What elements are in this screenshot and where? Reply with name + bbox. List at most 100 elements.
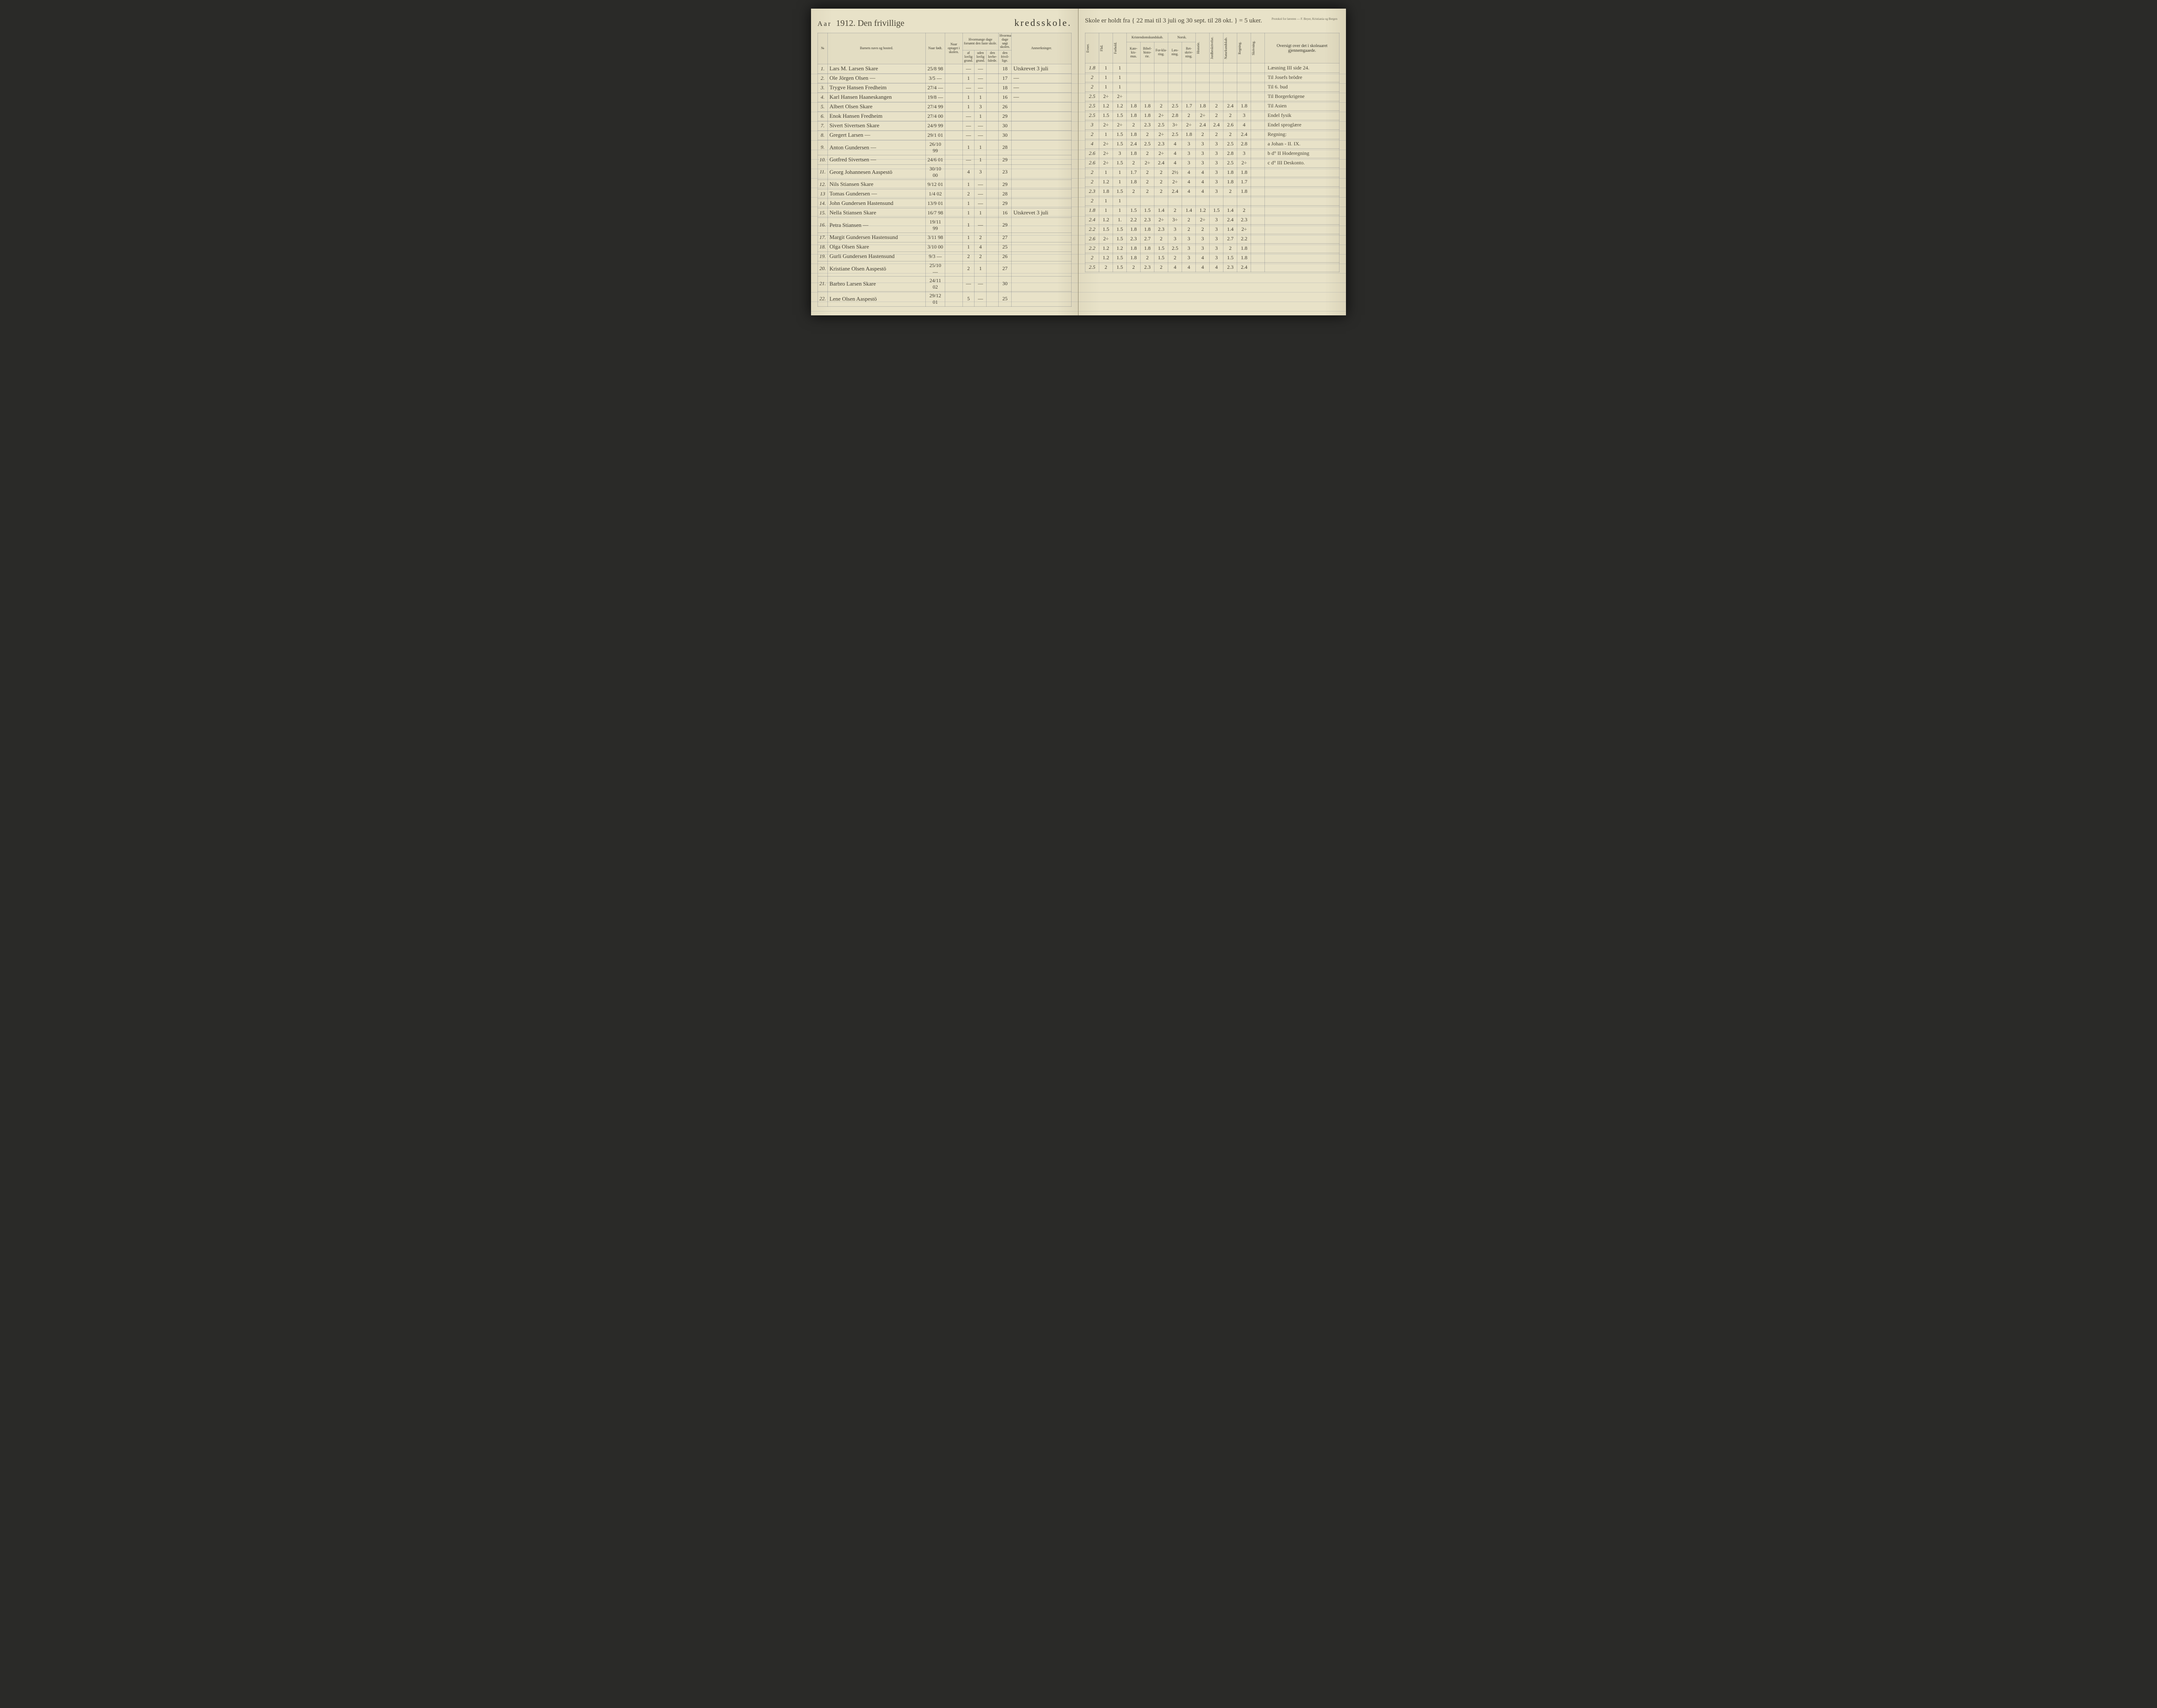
grade-cell	[1251, 101, 1265, 111]
cell	[987, 242, 999, 252]
grade-cell: 2÷	[1154, 149, 1168, 158]
table-row: 211Til Josefs brödre	[1085, 73, 1339, 82]
cell	[987, 130, 999, 140]
overview-cell	[1265, 177, 1339, 187]
cell: 24/11 02	[925, 276, 945, 291]
schedule-note: Skole er holdt fra { 22 mai til 3 juli o…	[1085, 17, 1262, 25]
table-row: 15.Nella Stiansen Skare16/7 981116Utskre…	[818, 208, 1072, 217]
grade-cell: 2.5	[1154, 120, 1168, 130]
grade-cell: 2	[1196, 130, 1210, 139]
grade-cell: 4	[1196, 187, 1210, 196]
grade-cell	[1237, 82, 1251, 92]
cell	[945, 111, 962, 121]
table-row: 211	[1085, 196, 1339, 206]
overview-cell	[1265, 168, 1339, 177]
cell: 2	[962, 252, 975, 261]
grade-cell: 2	[1154, 168, 1168, 177]
grade-cell	[1251, 73, 1265, 82]
grade-cell: 2÷	[1196, 111, 1210, 120]
grade-cell: 1.5	[1099, 111, 1113, 120]
overview-cell: Til Borgerkrigene	[1265, 92, 1339, 101]
grade-cell: 3	[1210, 234, 1223, 244]
cell: 4	[962, 164, 975, 179]
grade-cell: 1.5	[1113, 187, 1127, 196]
grade-cell: 1.4	[1182, 206, 1196, 215]
publisher-imprint: Protokol for læreren — F. Beyer, Kristia…	[1272, 17, 1337, 21]
overview-cell	[1265, 206, 1339, 215]
grade-cell: 2	[1085, 177, 1099, 187]
grade-cell: 1.2	[1196, 206, 1210, 215]
grade-cell	[1251, 253, 1265, 263]
hdr-forsomt-b: uden lovlig grund.	[975, 50, 987, 64]
grade-cell: 2.3	[1237, 215, 1251, 225]
student-name-cell: Albert Olsen Skare	[827, 102, 925, 111]
grade-cell: 2.3	[1223, 263, 1237, 272]
cell	[987, 261, 999, 276]
overview-cell: Endel sproglære	[1265, 120, 1339, 130]
grade-cell: 4	[1168, 263, 1182, 272]
cell	[987, 64, 999, 73]
cell: 1	[975, 140, 987, 155]
right-table: Evner. Flid. Forhold. Kristendomskundska…	[1085, 33, 1339, 272]
table-row: 1.8111.51.51.421.41.21.51.42	[1085, 206, 1339, 215]
cell: 18	[998, 64, 1011, 73]
cell: 1	[962, 198, 975, 208]
student-name-cell: Anton Gundersen —	[827, 140, 925, 155]
grade-cell: 2.4	[1127, 139, 1141, 149]
grade-cell: 2.5	[1085, 101, 1099, 111]
grade-cell: 2÷	[1141, 158, 1154, 168]
grade-cell	[1251, 225, 1265, 234]
cell	[945, 130, 962, 140]
cell: 1	[962, 140, 975, 155]
grade-cell: 2	[1127, 187, 1141, 196]
grade-cell: 2.4	[1196, 120, 1210, 130]
grade-cell: 2	[1168, 206, 1182, 215]
table-row: 13Tomas Gundersen —1/4 022—28	[818, 189, 1072, 198]
grade-cell: 2	[1168, 253, 1182, 263]
grade-cell	[1196, 63, 1210, 73]
cell: —	[975, 64, 987, 73]
cell	[945, 140, 962, 155]
overview-cell	[1265, 187, 1339, 196]
student-name-cell: Lene Olsen Aaspestö	[827, 291, 925, 306]
student-name-cell: Gotfred Sivertsen —	[827, 155, 925, 164]
grade-cell: 1.5	[1113, 158, 1127, 168]
grade-cell: 2.6	[1085, 234, 1099, 244]
grade-cell	[1237, 196, 1251, 206]
grade-cell: 2.8	[1168, 111, 1182, 120]
grade-cell: 4	[1196, 168, 1210, 177]
grade-cell: 3	[1196, 149, 1210, 158]
cell	[1012, 291, 1072, 306]
grade-cell: 1.2	[1113, 244, 1127, 253]
hdr-forsomt-a: af lovlig grund.	[962, 50, 975, 64]
grade-cell: 2	[1085, 73, 1099, 82]
hdr-norsk-b: Ret-skriv-ning.	[1182, 42, 1196, 63]
cell: 18	[998, 83, 1011, 92]
cell: 30	[998, 276, 1011, 291]
cell: —	[962, 155, 975, 164]
cell: —	[962, 121, 975, 130]
cell: 1	[962, 102, 975, 111]
grade-cell	[1237, 63, 1251, 73]
grade-cell: 2.3	[1141, 215, 1154, 225]
grade-cell: 1.5	[1113, 253, 1127, 263]
grade-cell: 2	[1127, 263, 1141, 272]
cell: 1	[962, 217, 975, 233]
grade-cell	[1154, 196, 1168, 206]
grade-cell: 1.8	[1085, 206, 1099, 215]
cell	[945, 102, 962, 111]
grade-cell: 1.2	[1099, 253, 1113, 263]
grade-cell: 4	[1168, 149, 1182, 158]
grade-cell: 2	[1141, 253, 1154, 263]
cell	[1012, 276, 1072, 291]
grade-cell: 2	[1085, 196, 1099, 206]
grade-cell: 1	[1113, 73, 1127, 82]
grade-cell: 2	[1182, 225, 1196, 234]
cell	[1012, 198, 1072, 208]
cell	[987, 92, 999, 102]
grade-cell: 1.8	[1223, 177, 1237, 187]
cell	[945, 83, 962, 92]
cell: 11.	[818, 164, 828, 179]
grade-cell	[1251, 82, 1265, 92]
grade-cell: 1.8	[1127, 111, 1141, 120]
